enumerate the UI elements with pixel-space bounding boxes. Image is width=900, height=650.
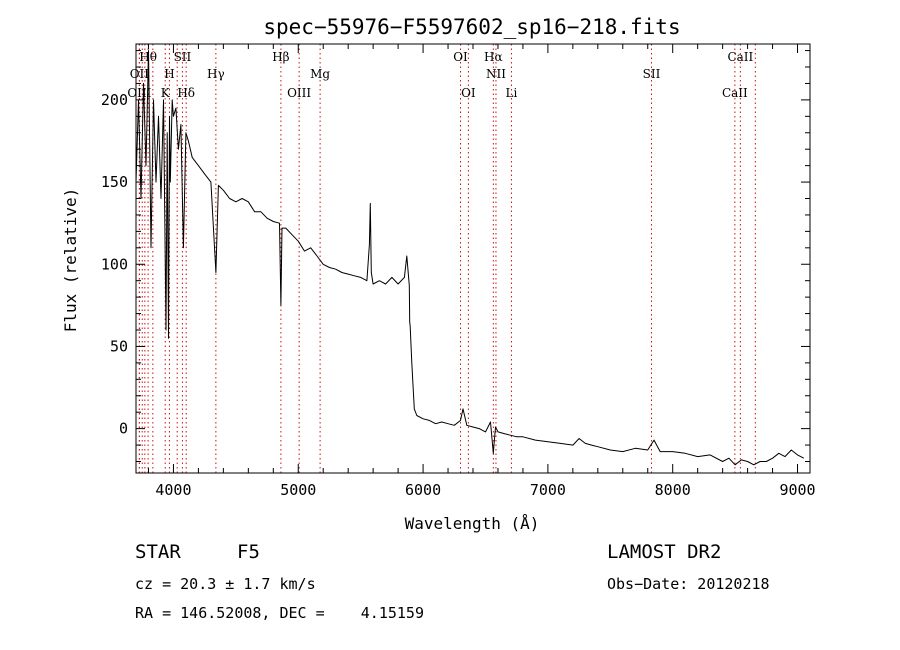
object-class: STAR bbox=[135, 541, 181, 563]
line-label: CaII bbox=[722, 86, 748, 100]
x-tick-label: 6000 bbox=[405, 481, 441, 499]
line-label: K bbox=[161, 86, 171, 100]
line-label: Hβ bbox=[272, 50, 289, 64]
y-tick-label: 50 bbox=[110, 337, 128, 355]
spectral-line-markers bbox=[138, 44, 756, 473]
plot-frame bbox=[135, 43, 811, 474]
x-tick-label: 4000 bbox=[155, 481, 191, 499]
y-tick-label: 100 bbox=[101, 255, 128, 273]
line-label: Hγ bbox=[207, 67, 225, 81]
x-axis-label: Wavelength (Å) bbox=[405, 514, 540, 533]
observation-date: Obs−Date: 20120218 bbox=[607, 575, 770, 593]
line-label: OIII bbox=[287, 86, 311, 100]
y-axis-label: Flux (relative) bbox=[61, 188, 80, 333]
y-tick-label: 0 bbox=[119, 420, 128, 438]
x-tick-label: 9000 bbox=[779, 481, 815, 499]
line-label: OI bbox=[461, 86, 476, 100]
chart-title: spec−55976−F5597602_sp16−218.fits bbox=[263, 15, 680, 39]
line-label: Li bbox=[506, 86, 518, 100]
spectrum-series bbox=[135, 50, 805, 466]
object-subclass: F5 bbox=[237, 541, 260, 563]
x-tick-label: 7000 bbox=[530, 481, 566, 499]
survey-name: LAMOST DR2 bbox=[607, 541, 722, 563]
line-label: SII bbox=[174, 50, 192, 64]
line-label: OII bbox=[130, 67, 150, 81]
y-tick-label: 200 bbox=[101, 91, 128, 109]
line-label: SII bbox=[643, 67, 661, 81]
axes: 4000 5000 6000 7000 8000 9000 0 50 100 150 200 bbox=[101, 44, 816, 499]
spectrum-line bbox=[135, 50, 805, 466]
line-label: NII bbox=[486, 67, 506, 81]
line-label: Hδ bbox=[177, 86, 195, 100]
line-label: H bbox=[164, 67, 174, 81]
x-tick-label: 5000 bbox=[280, 481, 316, 499]
redshift-cz: cz = 20.3 ± 1.7 km/s bbox=[135, 575, 316, 593]
x-tick-label: 8000 bbox=[655, 481, 691, 499]
y-tick-label: 150 bbox=[101, 173, 128, 191]
line-label: OI bbox=[453, 50, 468, 64]
line-label: CaII bbox=[727, 50, 753, 64]
line-label: OIII bbox=[127, 86, 151, 100]
line-label: Hα bbox=[484, 50, 503, 64]
line-label: Mg bbox=[310, 67, 330, 81]
ra-dec: RA = 146.52008, DEC = 4.15159 bbox=[135, 604, 424, 622]
